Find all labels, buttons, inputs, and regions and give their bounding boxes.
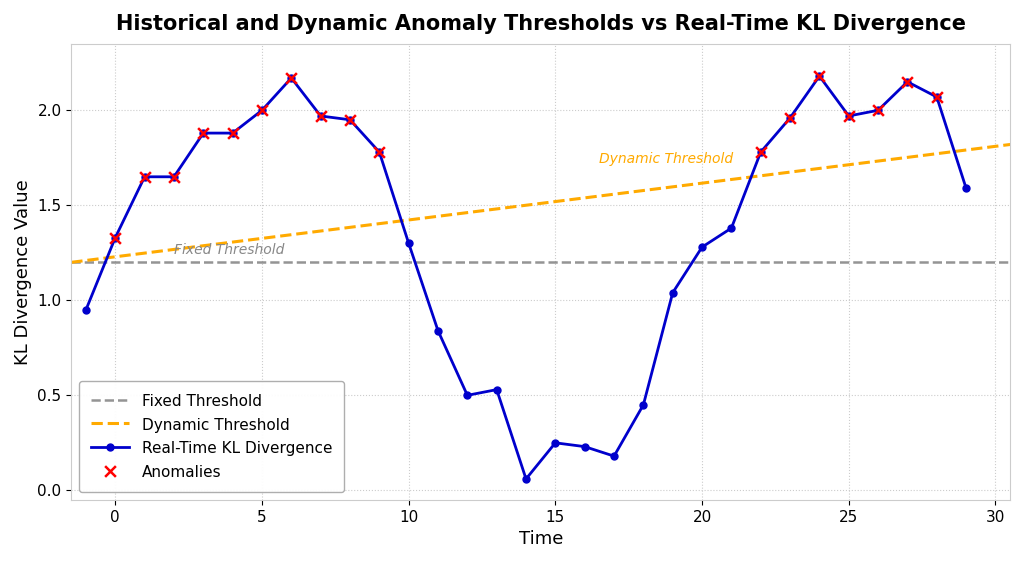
- Fixed Threshold: [621, 259, 633, 266]
- Fixed Threshold: [66, 259, 78, 266]
- Real-Time KL Divergence: [549, 439, 561, 446]
- Real-Time KL Divergence: [755, 149, 767, 156]
- Fixed Threshold: [624, 259, 636, 266]
- Anomalies: [254, 106, 270, 115]
- Real-Time KL Divergence: [110, 234, 122, 241]
- Anomalies: [283, 74, 299, 83]
- Real-Time KL Divergence: [637, 401, 649, 408]
- Real-Time KL Divergence: [314, 112, 327, 119]
- Real-Time KL Divergence: [256, 107, 268, 114]
- Anomalies: [782, 114, 799, 123]
- Title: Historical and Dynamic Anomaly Thresholds vs Real-Time KL Divergence: Historical and Dynamic Anomaly Threshold…: [116, 14, 966, 34]
- Real-Time KL Divergence: [901, 79, 913, 85]
- Real-Time KL Divergence: [138, 174, 151, 180]
- Real-Time KL Divergence: [432, 327, 444, 334]
- Real-Time KL Divergence: [784, 115, 797, 121]
- Real-Time KL Divergence: [667, 289, 679, 296]
- Real-Time KL Divergence: [490, 386, 503, 393]
- Real-Time KL Divergence: [198, 130, 210, 137]
- Fixed Threshold: [916, 259, 929, 266]
- X-axis label: Time: Time: [518, 530, 563, 548]
- Y-axis label: KL Divergence Value: KL Divergence Value: [14, 179, 32, 365]
- Real-Time KL Divergence: [608, 453, 621, 460]
- Anomalies: [753, 148, 769, 157]
- Anomalies: [811, 71, 827, 80]
- Real-Time KL Divergence: [373, 149, 385, 156]
- Real-Time KL Divergence: [813, 72, 825, 79]
- Real-Time KL Divergence: [696, 244, 709, 251]
- Real-Time KL Divergence: [843, 112, 855, 119]
- Anomalies: [166, 173, 182, 182]
- Real-Time KL Divergence: [725, 225, 737, 232]
- Anomalies: [312, 111, 329, 120]
- Text: Fixed Threshold: Fixed Threshold: [174, 243, 285, 257]
- Anomalies: [136, 173, 153, 182]
- Real-Time KL Divergence: [226, 130, 239, 137]
- Fixed Threshold: [856, 259, 868, 266]
- Real-Time KL Divergence: [461, 392, 473, 398]
- Anomalies: [899, 78, 915, 87]
- Real-Time KL Divergence: [344, 116, 356, 123]
- Fixed Threshold: [69, 259, 81, 266]
- Real-Time KL Divergence: [402, 240, 415, 247]
- Fixed Threshold: [1004, 259, 1016, 266]
- Anomalies: [929, 93, 945, 102]
- Anomalies: [342, 115, 358, 124]
- Real-Time KL Divergence: [285, 75, 297, 81]
- Real-Time KL Divergence: [872, 107, 885, 114]
- Anomalies: [196, 129, 212, 138]
- Anomalies: [841, 111, 857, 120]
- Anomalies: [224, 129, 241, 138]
- Real-Time KL Divergence: [80, 306, 92, 313]
- Line: Real-Time KL Divergence: Real-Time KL Divergence: [83, 72, 970, 482]
- Real-Time KL Divergence: [168, 174, 180, 180]
- Real-Time KL Divergence: [931, 94, 943, 101]
- Legend: Fixed Threshold, Dynamic Threshold, Real-Time KL Divergence, Anomalies: Fixed Threshold, Dynamic Threshold, Real…: [79, 381, 344, 492]
- Anomalies: [371, 148, 387, 157]
- Real-Time KL Divergence: [579, 443, 591, 450]
- Anomalies: [870, 106, 887, 115]
- Fixed Threshold: [640, 259, 652, 266]
- Real-Time KL Divergence: [959, 185, 972, 192]
- Real-Time KL Divergence: [520, 475, 532, 482]
- Anomalies: [108, 233, 124, 242]
- Text: Dynamic Threshold: Dynamic Threshold: [599, 152, 733, 166]
